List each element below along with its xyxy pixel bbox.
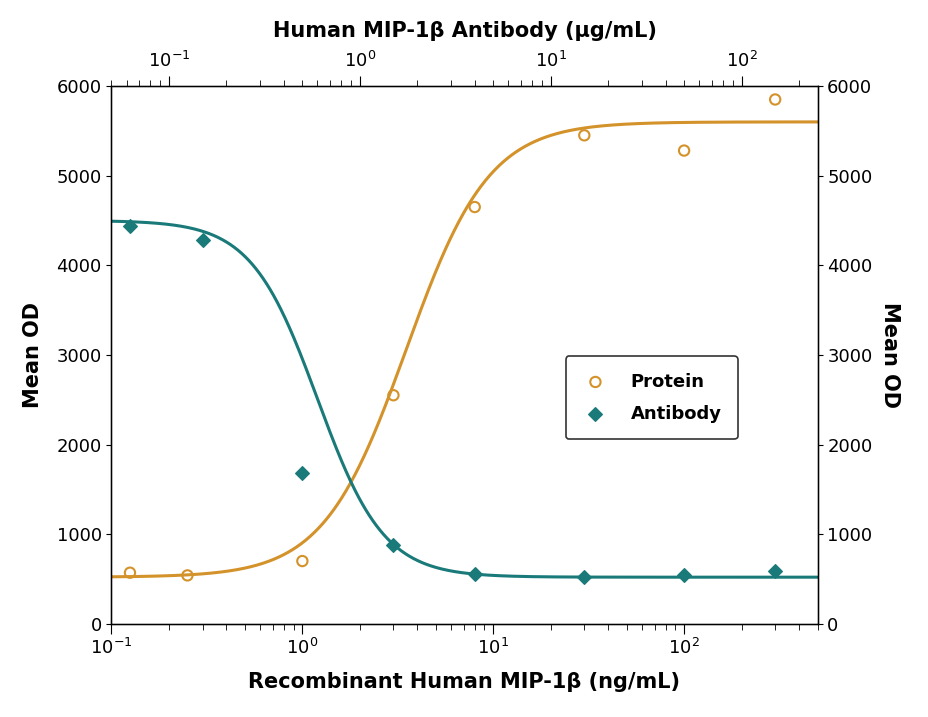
Protein (294, 555, 309, 566)
Y-axis label: Mean OD: Mean OD (880, 302, 899, 408)
X-axis label: Recombinant Human MIP-1β (ng/mL): Recombinant Human MIP-1β (ng/mL) (248, 673, 680, 693)
Protein (767, 94, 781, 105)
Antibody (767, 565, 781, 576)
Antibody (385, 539, 400, 551)
Antibody (294, 467, 309, 479)
Protein (676, 145, 690, 156)
Protein (180, 569, 195, 581)
Protein (467, 201, 482, 213)
Protein (385, 389, 400, 401)
Antibody (122, 220, 137, 232)
Antibody (676, 569, 690, 581)
Legend: Protein, Antibody: Protein, Antibody (565, 356, 737, 440)
Antibody (467, 568, 482, 579)
Antibody (576, 571, 591, 583)
Protein (576, 130, 591, 141)
Y-axis label: Mean OD: Mean OD (22, 302, 43, 408)
Protein (122, 567, 137, 579)
X-axis label: Human MIP-1β Antibody (μg/mL): Human MIP-1β Antibody (μg/mL) (272, 22, 656, 42)
Antibody (195, 234, 210, 246)
